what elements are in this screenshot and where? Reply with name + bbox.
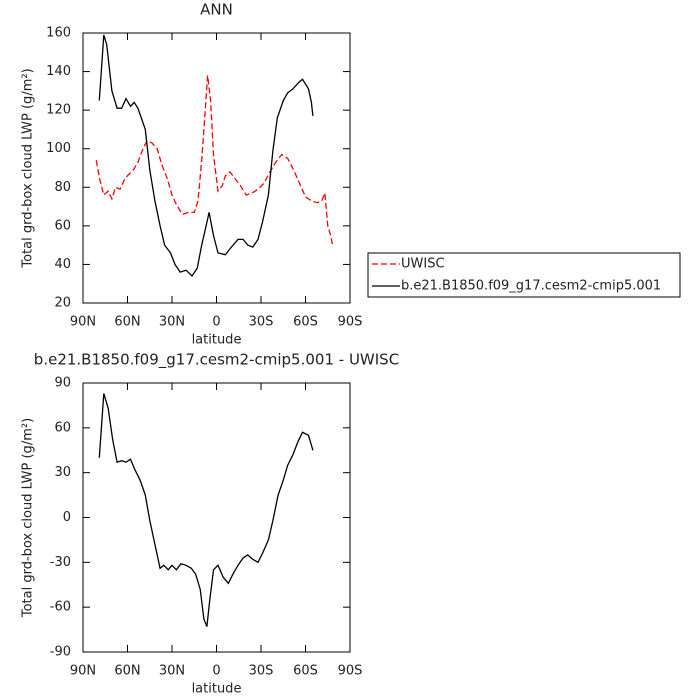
x-tick-label: 0	[212, 315, 220, 330]
chart-title: ANN	[200, 1, 233, 19]
chart-title: b.e21.B1850.f09_g17.cesm2-cmip5.001 - UW…	[34, 351, 399, 370]
y-axis-label: Total grd-box cloud LWP (g/m²)	[21, 68, 36, 268]
y-tick-label: 0	[63, 510, 71, 525]
x-tick-label: 0	[212, 664, 220, 679]
y-tick-label: -60	[50, 600, 71, 615]
data-line	[95, 75, 334, 248]
x-tick-label: 90S	[338, 315, 363, 330]
x-tick-label: 30N	[159, 664, 185, 679]
y-tick-label: -90	[50, 645, 71, 660]
x-axis-label: latitude	[192, 333, 242, 348]
y-tick-label: 90	[54, 376, 71, 391]
y-tick-label: 40	[54, 257, 71, 272]
y-tick-label: 100	[46, 141, 71, 156]
legend-label: b.e21.B1850.f09_g17.cesm2-cmip5.001	[401, 279, 661, 294]
data-line	[98, 34, 314, 278]
y-tick-label: 80	[54, 180, 71, 195]
legend-box	[367, 252, 681, 298]
data-line	[98, 393, 314, 627]
x-tick-label: 90S	[338, 664, 363, 679]
legend-label: UWISC	[401, 257, 445, 272]
x-tick-label: 30N	[159, 315, 185, 330]
x-tick-label: 90N	[70, 664, 96, 679]
y-tick-label: 30	[54, 465, 71, 480]
y-tick-label: 160	[46, 26, 71, 41]
y-axis-label: Total grd-box cloud LWP (g/m²)	[21, 418, 36, 618]
y-tick-label: 20	[54, 296, 71, 311]
y-tick-label: 120	[46, 103, 71, 118]
x-tick-label: 90N	[70, 315, 96, 330]
y-tick-label: 140	[46, 64, 71, 79]
x-axis-label: latitude	[192, 682, 242, 697]
x-tick-label: 60N	[114, 664, 140, 679]
plot-frame	[82, 382, 351, 653]
x-tick-label: 60N	[114, 315, 140, 330]
x-tick-label: 60S	[293, 664, 318, 679]
plot-frame	[82, 32, 351, 304]
y-tick-label: -30	[50, 555, 71, 570]
x-tick-label: 30S	[249, 315, 274, 330]
y-tick-label: 60	[54, 218, 71, 233]
y-tick-label: 60	[54, 420, 71, 435]
x-tick-label: 60S	[293, 315, 318, 330]
x-tick-label: 30S	[249, 664, 274, 679]
